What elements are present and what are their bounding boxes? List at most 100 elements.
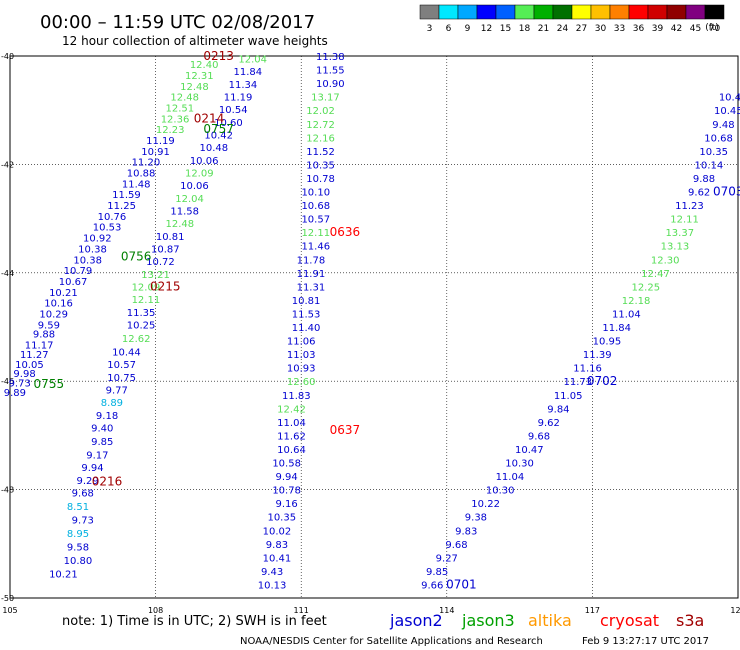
swh-value-label: 11.34 <box>229 80 258 91</box>
swh-value-label: 10.58 <box>272 459 301 470</box>
swh-value-label: 9.62 <box>688 188 710 199</box>
y-tick-label: -42 <box>1 160 14 169</box>
legend-jason2: jason2 <box>389 611 443 630</box>
colorbar-label: 6 <box>446 24 452 34</box>
swh-value-label: 9.68 <box>72 488 94 499</box>
swh-value-label: 11.55 <box>316 66 345 77</box>
swh-value-label: 10.21 <box>49 570 78 581</box>
swh-value-label: 10.68 <box>704 133 733 144</box>
swh-value-label: 10.47 <box>515 445 544 456</box>
swh-value-label: 9.29 <box>77 476 99 487</box>
y-tick-label: -46 <box>1 377 14 386</box>
swh-value-label: 10.57 <box>301 215 330 226</box>
swh-value-label: 11.31 <box>297 282 326 293</box>
swh-value-label: 9.98 <box>13 369 35 380</box>
x-tick-label: 120 <box>730 606 740 615</box>
legend-s3a: s3a <box>676 611 704 630</box>
pass-time-label: 0637 <box>330 423 361 437</box>
swh-value-label: 12.18 <box>622 296 651 307</box>
swh-value-label: 10.35 <box>306 160 335 171</box>
swh-value-label: 10.16 <box>44 299 73 310</box>
swh-value-label: 11.27 <box>20 350 49 361</box>
swh-value-label: 9.89 <box>4 388 26 399</box>
swh-value-label: 11.58 <box>170 206 199 217</box>
swh-value-label: 10.57 <box>107 360 136 371</box>
colorbar-swatch <box>419 4 440 20</box>
colorbar-swatch <box>571 4 592 20</box>
swh-value-label: 11.05 <box>554 391 583 402</box>
swh-value-label: 11.48 <box>122 179 151 190</box>
swh-value-label: 11.78 <box>297 255 326 266</box>
swh-value-label: 10.14 <box>695 160 724 171</box>
swh-value-label: 10.80 <box>64 556 93 567</box>
swh-value-label: 10.02 <box>263 526 292 537</box>
swh-value-label: 10.79 <box>64 266 93 277</box>
swh-value-label: 9.66 <box>421 580 443 591</box>
colorbar-swatch <box>457 4 478 20</box>
colorbar-swatch <box>533 4 554 20</box>
pass-time-label: 0703 <box>713 185 740 199</box>
swh-value-label: 9.68 <box>445 540 467 551</box>
swh-value-label: 9.84 <box>547 404 569 415</box>
swh-value-label: 10.30 <box>486 486 515 497</box>
footer-credit: NOAA/NESDIS Center for Satellite Applica… <box>240 636 543 647</box>
swh-value-label: 10.21 <box>49 288 78 299</box>
swh-value-label: 10.05 <box>15 360 44 371</box>
swh-value-label: 9.85 <box>91 437 113 448</box>
swh-value-label: 10.06 <box>190 156 219 167</box>
swh-value-label: 10.25 <box>127 320 156 331</box>
x-tick-label: 105 <box>2 606 17 615</box>
colorbar-swatch <box>552 4 573 20</box>
swh-value-label: 11.04 <box>496 472 525 483</box>
swh-value-label: 10.78 <box>272 486 301 497</box>
colorbar-label: 27 <box>576 24 587 34</box>
pass-time-label: 0701 <box>446 577 477 591</box>
swh-value-label: 12.25 <box>631 282 660 293</box>
colorbar-label: 9 <box>465 24 471 34</box>
legend-jason3: jason3 <box>461 611 515 630</box>
colorbar-label: 42 <box>671 24 682 34</box>
swh-value-label: 11.38 <box>316 52 345 63</box>
legend-altika: altika <box>528 611 572 630</box>
swh-value-label: 9.18 <box>96 411 118 422</box>
x-tick-label: 111 <box>294 606 309 615</box>
swh-value-label: 9.94 <box>276 472 298 483</box>
swh-value-label: 10.35 <box>267 513 296 524</box>
swh-value-label: 11.23 <box>675 201 704 212</box>
swh-value-label: 10.53 <box>93 223 122 234</box>
swh-value-label: 10.92 <box>83 234 112 245</box>
colorbar-swatch <box>476 4 497 20</box>
swh-value-label: 11.83 <box>282 391 311 402</box>
swh-value-label: 10.45 <box>714 106 740 117</box>
swh-value-label: 11.20 <box>132 158 161 169</box>
swh-value-label: 9.83 <box>266 540 288 551</box>
time-labels: 0213 0214 0215 0216 0757 0756 0755 0636 0637 0701… <box>34 49 740 591</box>
pass-time-label: 0757 <box>203 122 234 136</box>
swh-value-label: 11.06 <box>287 337 316 348</box>
swh-value-label: 9.62 <box>538 418 560 429</box>
colorbar-label: 33 <box>614 24 625 34</box>
swh-value-label: 9.94 <box>81 463 103 474</box>
x-tick-label: 114 <box>439 606 454 615</box>
y-tick-label: -40 <box>1 52 14 61</box>
swh-value-label: 10.90 <box>316 79 345 90</box>
swh-value-label: 9.17 <box>86 450 108 461</box>
colorbar-label: 3 <box>427 24 433 34</box>
swh-value-label: 11.91 <box>297 269 326 280</box>
colorbar-label: 45 <box>690 24 701 34</box>
swh-value-label: 8.89 <box>101 398 123 409</box>
swh-value-label: 11.25 <box>107 201 136 212</box>
swh-value-label: 12.72 <box>306 120 335 131</box>
swh-value-label: 10.54 <box>219 105 248 116</box>
swh-value-label: 12.04 <box>238 55 267 66</box>
colorbar-label: 18 <box>519 24 531 34</box>
swh-value-label: 9.59 <box>38 320 60 331</box>
swh-value-label: 12.48 <box>166 219 195 230</box>
swh-value-label: 9.73 <box>9 378 31 389</box>
swh-value-label: 13.37 <box>665 228 694 239</box>
swh-value-label: 9.68 <box>528 431 550 442</box>
chart-title: 00:00 – 11:59 UTC 02/08/2017 <box>40 12 315 33</box>
swh-value-label: 10.30 <box>505 459 534 470</box>
swh-value-label: 10.91 <box>141 147 170 158</box>
swh-value-label: 10.40 <box>719 93 740 104</box>
